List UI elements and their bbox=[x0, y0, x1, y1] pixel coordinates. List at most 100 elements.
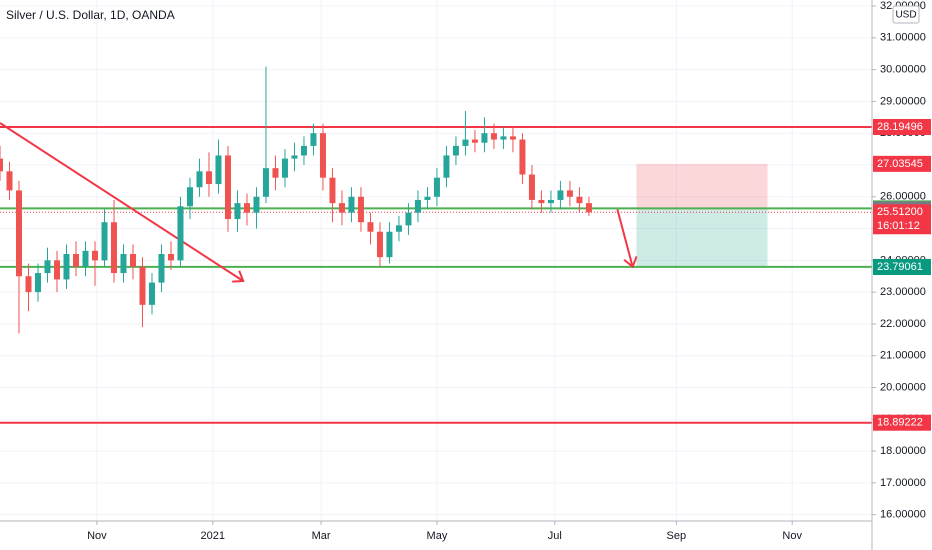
y-tick-label: 21.00000 bbox=[880, 350, 926, 362]
candle-body bbox=[34, 273, 41, 293]
y-tick-label: 22.00000 bbox=[880, 318, 926, 330]
candle-body bbox=[481, 133, 488, 143]
candle-body bbox=[433, 177, 440, 197]
current-price-label: 25.51200 bbox=[877, 206, 923, 218]
plot-area bbox=[0, 66, 872, 424]
candle-body bbox=[205, 171, 212, 185]
candle-body bbox=[452, 145, 459, 156]
y-tick-label: 16.00000 bbox=[880, 509, 926, 521]
y-tick-label: 29.00000 bbox=[880, 95, 926, 107]
current-price-label-countdown: 16:01:12 bbox=[877, 220, 920, 232]
y-tick-label: 18.00000 bbox=[880, 445, 926, 457]
candle-body bbox=[91, 250, 98, 261]
candle-body bbox=[291, 155, 298, 159]
candle-body bbox=[585, 203, 592, 213]
stop-label: 27.03545 bbox=[877, 158, 923, 170]
candle-body bbox=[557, 190, 564, 200]
candle-body bbox=[547, 199, 554, 204]
candle-body bbox=[443, 155, 450, 178]
x-tick-label: May bbox=[427, 530, 448, 542]
x-tick-label: 2021 bbox=[201, 530, 225, 542]
candle-body bbox=[6, 171, 13, 191]
y-tick-label: 30.00000 bbox=[880, 64, 926, 76]
x-tick-label: Jul bbox=[548, 530, 562, 542]
candle-body bbox=[158, 253, 165, 283]
candle-body bbox=[348, 196, 355, 213]
currency[interactable]: USD bbox=[895, 10, 916, 21]
candle-body bbox=[376, 231, 383, 258]
candle-body bbox=[357, 196, 364, 223]
candle-body bbox=[566, 190, 573, 197]
candle-body bbox=[63, 253, 70, 280]
candle-body bbox=[509, 136, 516, 140]
candle-body bbox=[120, 253, 127, 274]
candle-body bbox=[462, 139, 469, 146]
candle-body bbox=[167, 253, 174, 261]
candle-body bbox=[528, 174, 535, 200]
candle-body bbox=[186, 187, 193, 207]
trendline bbox=[0, 122, 244, 282]
y-tick-label: 23.00000 bbox=[880, 286, 926, 298]
y-tick-label: 20.00000 bbox=[880, 381, 926, 393]
candle-body bbox=[300, 145, 307, 156]
current-price-label-box bbox=[873, 204, 931, 235]
hline-label-box bbox=[873, 118, 931, 135]
stop-zone bbox=[636, 163, 768, 210]
stop-label-box bbox=[873, 155, 931, 172]
y-tick-label: 31.00000 bbox=[880, 32, 926, 44]
candle-body bbox=[177, 206, 184, 261]
y-tick-label: 26.00000 bbox=[880, 191, 926, 203]
candle-body bbox=[44, 260, 51, 274]
hline-label: 18.89222 bbox=[877, 417, 923, 429]
candle-body bbox=[243, 203, 250, 213]
candle-body bbox=[129, 253, 136, 267]
target-label: 23.79061 bbox=[877, 261, 923, 273]
candle-body bbox=[25, 276, 32, 293]
x-tick-label: Mar bbox=[312, 530, 331, 542]
candle-body bbox=[329, 177, 336, 204]
candle-body bbox=[490, 133, 497, 140]
candle-body bbox=[367, 222, 374, 232]
candle-body bbox=[101, 222, 108, 261]
candle-body bbox=[148, 282, 155, 305]
chart-title: Silver / U.S. Dollar, 1D, OANDA bbox=[6, 8, 175, 22]
trendline-arrowhead bbox=[232, 270, 245, 283]
candle-body bbox=[82, 250, 89, 267]
candle-body bbox=[538, 199, 545, 204]
candle-body bbox=[224, 155, 231, 220]
candle-body bbox=[319, 133, 326, 178]
hline-label-box bbox=[873, 414, 931, 431]
candle-body bbox=[262, 168, 269, 197]
candle-body bbox=[519, 139, 526, 175]
arrowhead bbox=[623, 256, 638, 269]
candle-body bbox=[395, 225, 402, 232]
target-zone bbox=[636, 209, 768, 268]
candle-body bbox=[576, 196, 583, 204]
candle-body bbox=[72, 253, 79, 267]
candle-body bbox=[281, 158, 288, 178]
x-tick-label: Nov bbox=[87, 530, 107, 542]
candle-body bbox=[405, 212, 412, 226]
candle-body bbox=[234, 203, 241, 220]
candle-body bbox=[272, 168, 279, 178]
candle-body bbox=[471, 139, 478, 143]
candle-body bbox=[215, 155, 222, 185]
x-tick-label: Sep bbox=[667, 530, 687, 542]
candle-body bbox=[196, 171, 203, 188]
hline-label: 28.19496 bbox=[877, 121, 923, 133]
candle-body bbox=[500, 136, 507, 140]
y-tick-label: 17.00000 bbox=[880, 477, 926, 489]
currency-box[interactable] bbox=[892, 5, 920, 24]
candle-body bbox=[338, 203, 345, 213]
arrow bbox=[616, 209, 634, 267]
x-tick-label: Nov bbox=[782, 530, 802, 542]
candle-body bbox=[253, 196, 260, 213]
candle-body bbox=[139, 266, 146, 305]
candle-body bbox=[386, 231, 393, 258]
candle-body bbox=[424, 196, 431, 200]
target-label-box bbox=[873, 259, 931, 276]
candle-body bbox=[15, 190, 22, 277]
candle-body bbox=[414, 199, 421, 213]
